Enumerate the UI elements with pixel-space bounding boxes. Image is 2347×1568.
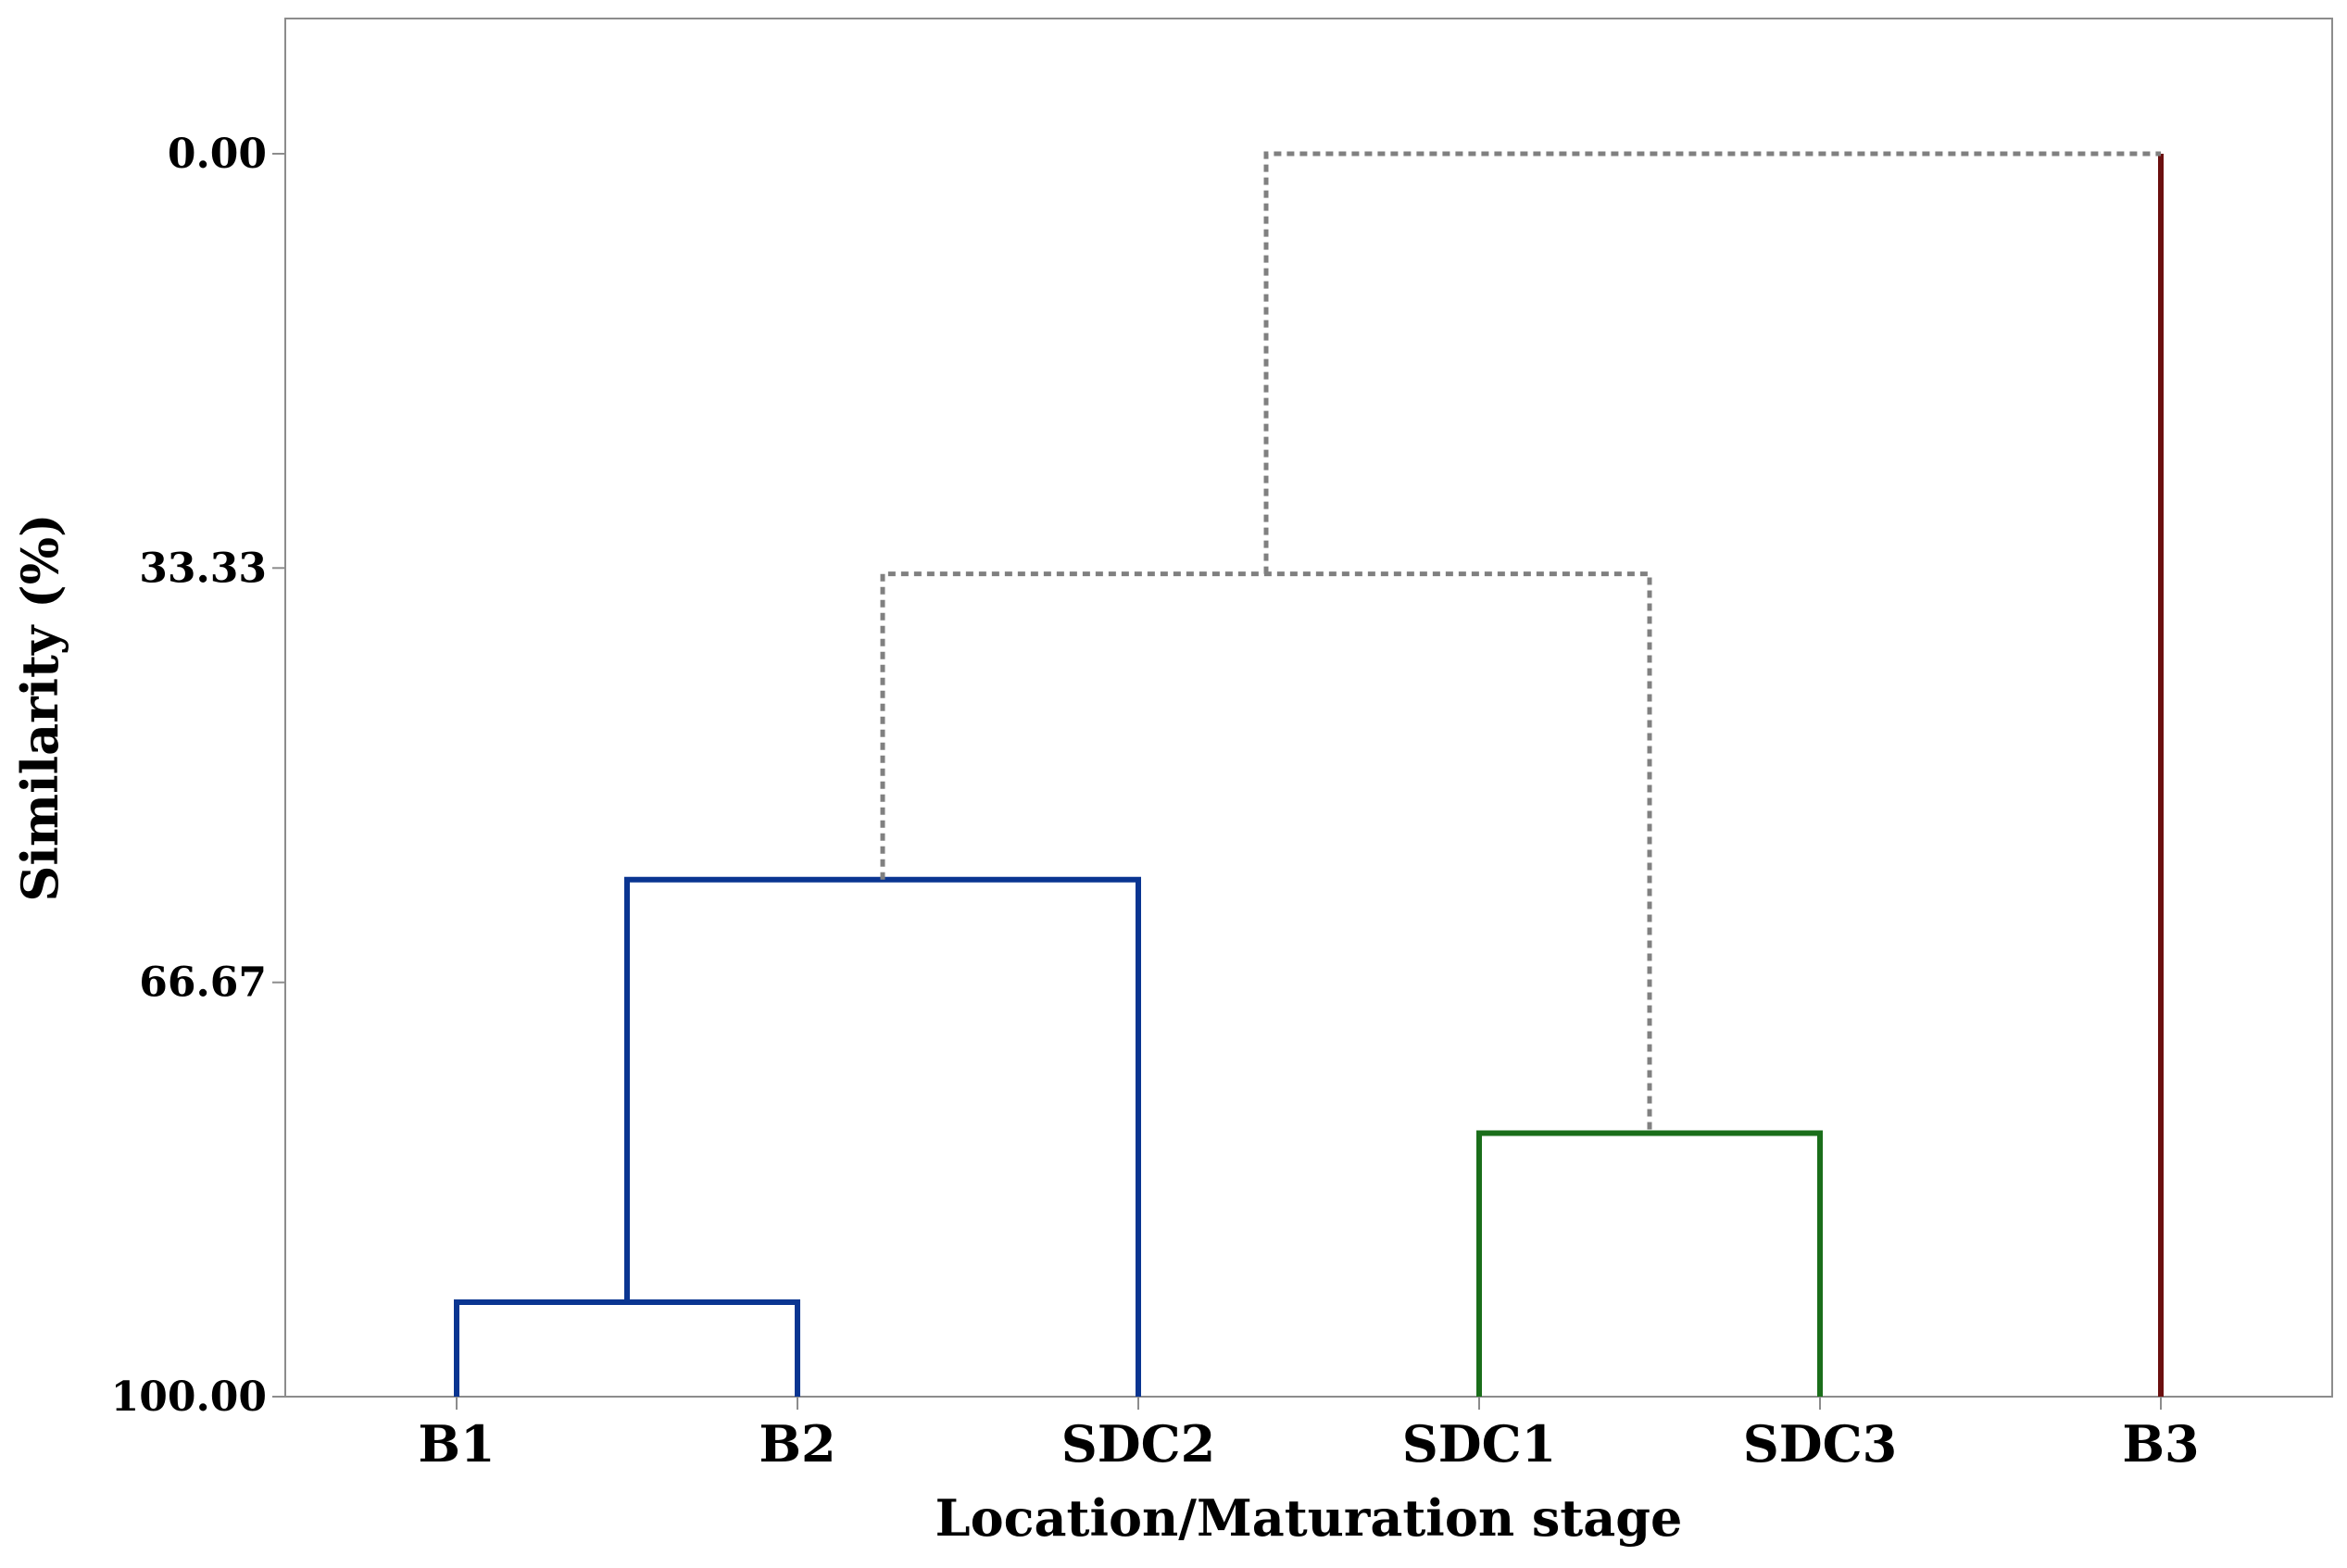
merge-link-3 xyxy=(1476,1130,1823,1397)
y-tick-label-2: 66.67 xyxy=(139,960,267,1007)
y-tick-label-0: 0.00 xyxy=(168,131,267,178)
y-tick-label-3: 100.00 xyxy=(111,1374,267,1421)
y-axis-title: Similarity (%) xyxy=(10,513,69,901)
leaf-label-b3: B3 xyxy=(2122,1414,2199,1474)
y-tick-label-1: 33.33 xyxy=(139,545,267,592)
leaf-label-b2: B2 xyxy=(759,1414,835,1474)
plot-frame xyxy=(284,18,2333,1398)
merge-link-1 xyxy=(454,1299,800,1397)
leaf-label-b1: B1 xyxy=(418,1414,495,1474)
leaf-label-sdc2: SDC2 xyxy=(1061,1414,1215,1474)
merge-link-5 xyxy=(1263,151,2161,574)
y-axis: 0.00 33.33 66.67 100.00 xyxy=(111,131,285,1421)
leaf-label-sdc1: SDC1 xyxy=(1402,1414,1556,1474)
dendrogram-links xyxy=(454,151,2164,1397)
x-axis: B1 B2 SDC2 SDC1 SDC3 B3 xyxy=(418,1397,2200,1474)
merge-link-4 xyxy=(880,571,1652,1134)
leaf-label-sdc3: SDC3 xyxy=(1743,1414,1897,1474)
x-axis-title: Location/Maturation stage xyxy=(935,1488,1683,1548)
merge-link-2 xyxy=(624,876,1141,1397)
